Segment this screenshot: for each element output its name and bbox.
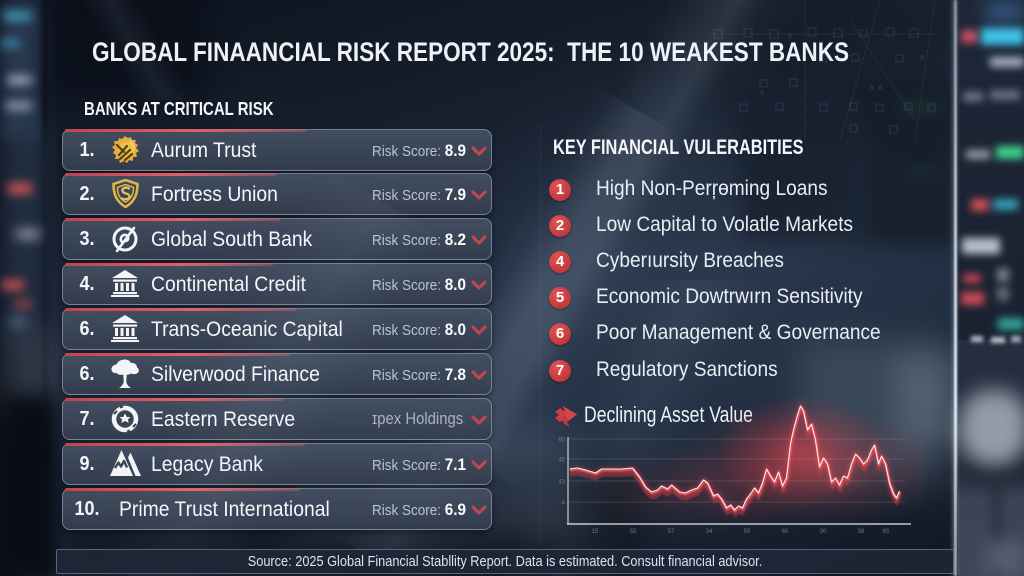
svg-text:4: 4 — [562, 501, 566, 507]
svg-text:55: 55 — [630, 529, 637, 535]
svg-text:8: 8 — [920, 55, 924, 63]
svg-text:8 8: 8 8 — [724, 57, 737, 65]
svg-text:43: 43 — [558, 480, 565, 486]
svg-text:85: 85 — [883, 529, 890, 535]
svg-text:65: 65 — [782, 529, 789, 535]
svg-text:00: 00 — [820, 529, 827, 535]
svg-text:8: 8 — [788, 33, 792, 41]
svg-text:38: 38 — [858, 529, 865, 535]
svg-text:45: 45 — [558, 458, 565, 464]
svg-text:34: 34 — [706, 529, 713, 535]
svg-text:0: 0 — [760, 90, 764, 98]
svg-text:57: 57 — [668, 529, 675, 535]
svg-text:59: 59 — [744, 529, 751, 535]
svg-text:60: 60 — [558, 438, 565, 444]
svg-text:8 8: 8 8 — [870, 85, 883, 93]
svg-text:15: 15 — [592, 529, 599, 535]
